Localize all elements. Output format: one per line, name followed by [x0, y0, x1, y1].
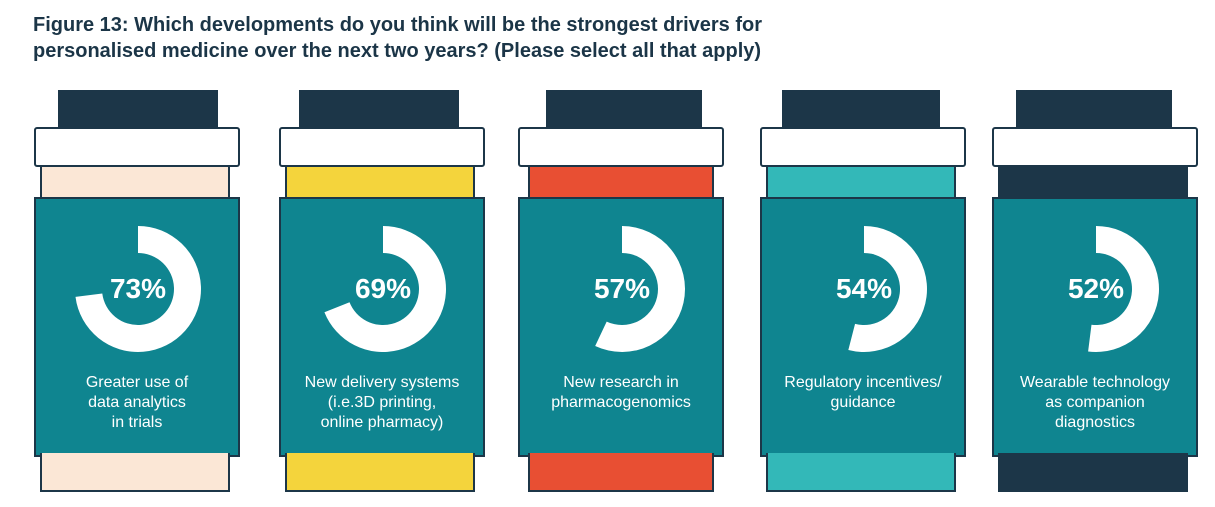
donut-arc	[324, 226, 446, 352]
donut-arc	[848, 226, 927, 352]
bottle-label-panel: 57% New research in pharmacogenomics	[518, 197, 724, 457]
donut-arc	[75, 226, 201, 352]
bottle-base	[766, 453, 956, 492]
category-label-line: pharmacogenomics	[551, 394, 691, 411]
bottle-label-panel: 69% New delivery systems (i.e.3D printing,…	[279, 197, 485, 457]
value-label: 52%	[1067, 273, 1125, 304]
cap-band	[518, 127, 724, 167]
category-label-line: data analytics	[88, 394, 186, 411]
bottle-label-panel: 52% Wearable technology as companion diagno…	[992, 197, 1198, 457]
category-label-line: in trials	[111, 414, 163, 431]
bottle-5: 52% Wearable technology as companion diagno…	[992, 90, 1198, 494]
donut-ring	[75, 226, 201, 352]
bottle-cap	[546, 90, 702, 128]
bottle-base	[40, 453, 230, 492]
bottle-base	[285, 453, 475, 492]
category-label-line: as companion	[1045, 394, 1145, 411]
cap-band	[34, 127, 240, 167]
category-label: Greater use of data analytics in trials	[40, 373, 234, 433]
category-label-line: Regulatory incentives/	[784, 374, 942, 391]
category-label: New delivery systems (i.e.3D printing, onl…	[285, 373, 479, 433]
donut-ring	[1088, 226, 1159, 352]
bottle-2: 69% New delivery systems (i.e.3D printing,…	[279, 90, 485, 494]
bottle-neck	[285, 165, 475, 201]
donut-ring	[595, 226, 685, 352]
bottle-neck	[528, 165, 714, 201]
bottle-label-panel: 54% Regulatory incentives/guidance	[760, 197, 966, 457]
chart-title: Figure 13: Which developments do you thi…	[33, 12, 933, 64]
value-label: 54%	[835, 273, 893, 304]
category-label-line: Greater use of	[85, 374, 189, 391]
bottle-neck	[40, 165, 230, 201]
bottle-3: 57% New research in pharmacogenomics	[518, 90, 724, 494]
cap-band	[760, 127, 966, 167]
donut-ring	[848, 226, 927, 352]
value-label: 57%	[593, 273, 651, 304]
bottle-cap	[58, 90, 218, 128]
title-line-2: personalised medicine over the next two …	[33, 40, 762, 62]
category-label-line: online pharmacy)	[320, 414, 444, 431]
value-label: 69%	[354, 273, 412, 304]
bottle-1: 73% Greater use of data analytics in trials	[34, 90, 240, 494]
category-label-line: guidance	[830, 394, 896, 411]
bottle-label-panel: 73% Greater use of data analytics in trials	[34, 197, 240, 457]
category-label: Wearable technology as companion diagnosti…	[998, 373, 1192, 433]
bottle-neck	[766, 165, 956, 201]
bottle-cap	[1016, 90, 1172, 128]
cap-band	[279, 127, 485, 167]
bottle-4: 54% Regulatory incentives/guidance	[760, 90, 966, 494]
donut-ring	[324, 226, 446, 352]
donut-arc	[1088, 226, 1159, 352]
category-label-line: (i.e.3D printing,	[327, 394, 437, 411]
cap-band	[992, 127, 1198, 167]
bottle-neck	[998, 165, 1188, 201]
category-label: New research in pharmacogenomics	[524, 373, 718, 413]
category-label: Regulatory incentives/guidance	[766, 373, 960, 413]
donut-arc	[595, 226, 685, 352]
title-line-1: Figure 13: Which developments do you thi…	[33, 14, 762, 36]
category-label-line: New delivery systems	[304, 374, 460, 391]
bottle-base	[528, 453, 714, 492]
bottle-cap	[782, 90, 940, 128]
bottle-base	[998, 453, 1188, 492]
category-label-line: diagnostics	[1054, 414, 1136, 431]
bottle-cap	[299, 90, 459, 128]
category-label-line: Wearable technology	[1019, 374, 1171, 391]
value-label: 73%	[109, 273, 167, 304]
category-label-line: New research in	[563, 374, 679, 391]
